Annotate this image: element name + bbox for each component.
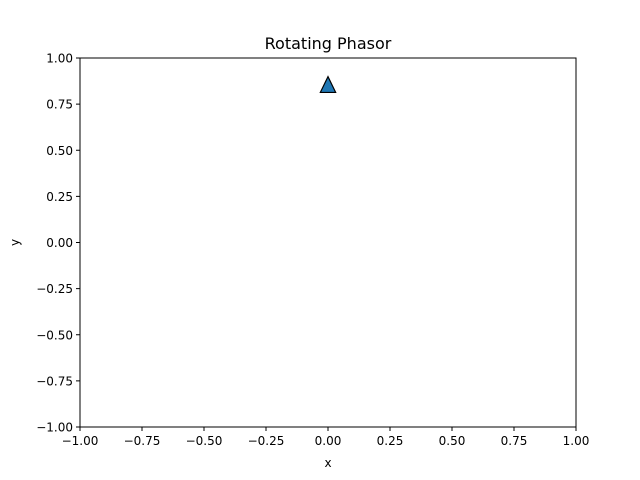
x-tick-label: 1.00 [563, 434, 590, 448]
x-tick-label: 0.75 [501, 434, 528, 448]
plot-frame [79, 57, 577, 428]
y-tick-label: 1.00 [46, 52, 73, 66]
y-tick-label: −1.00 [36, 421, 73, 435]
x-tick-label: 0.00 [315, 434, 342, 448]
y-tick-label: −0.50 [36, 328, 73, 342]
y-axis-label: y [8, 239, 22, 246]
data-points [319, 75, 337, 94]
x-tick-label: −0.25 [248, 434, 285, 448]
y-tick-label: 0.00 [46, 236, 73, 250]
x-tick-label: −1.00 [62, 434, 99, 448]
y-tick-label: −0.25 [36, 282, 73, 296]
phasor-tip-marker [319, 75, 337, 94]
x-axis-label: x [324, 456, 331, 470]
chart-title: Rotating Phasor [265, 34, 392, 53]
y-tick-label: −0.75 [36, 374, 73, 388]
x-tick-label: −0.75 [124, 434, 161, 448]
x-axis-ticks: −1.00 −0.75 −0.50 −0.25 0.00 0.25 0.50 0.75 1.00 [62, 427, 590, 448]
x-tick-label: 0.25 [377, 434, 404, 448]
plot-area [80, 58, 576, 427]
x-tick-label: −0.50 [186, 434, 223, 448]
x-tick-label: 0.50 [439, 434, 466, 448]
y-tick-label: 0.75 [46, 98, 73, 112]
plot-background [80, 58, 576, 427]
y-axis-ticks: −1.00 −0.75 −0.50 −0.25 0.00 0.25 0.50 0.75 1.00 [36, 52, 80, 435]
y-tick-label: 0.50 [46, 144, 73, 158]
y-tick-label: 0.25 [46, 190, 73, 204]
